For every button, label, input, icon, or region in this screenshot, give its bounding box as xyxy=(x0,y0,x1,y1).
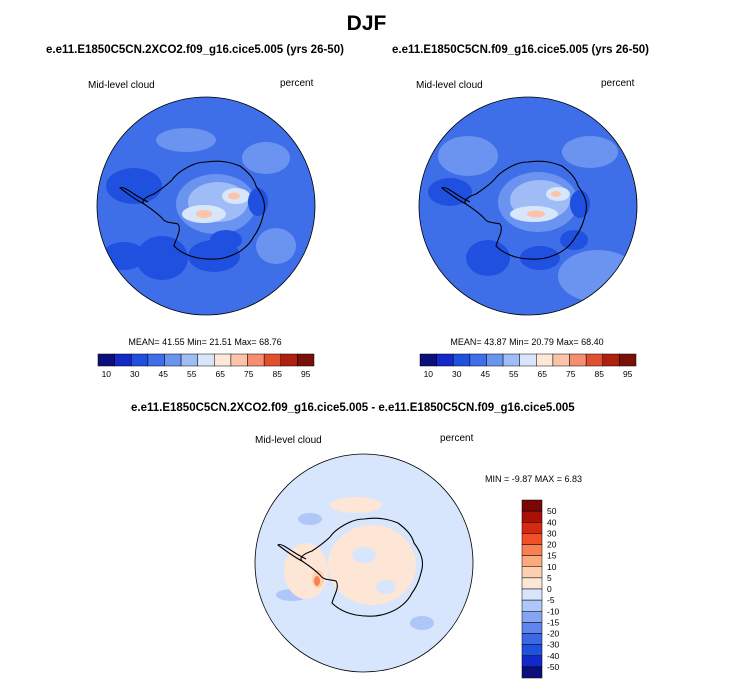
panel3-colorbar-swatch xyxy=(521,633,543,645)
panel2-colorbar-swatch xyxy=(502,353,520,367)
panel3-colorbar-tick-label: -30 xyxy=(547,640,560,650)
panel2-title: e.e11.E1850C5CN.f09_g16.cice5.005 (yrs 2… xyxy=(392,44,650,56)
panel3-colorbar-swatch xyxy=(521,555,543,567)
panel2-colorbar-tick-label: 10 xyxy=(424,369,434,379)
panel2-map xyxy=(418,96,638,316)
panel1-colorbar-tick-label: 30 xyxy=(130,369,140,379)
panel1-colorbar-swatch xyxy=(247,353,265,367)
panel1-colorbar-swatch xyxy=(164,353,182,367)
panel3-colorbar-tick-label: -10 xyxy=(547,606,560,616)
panel3-colorbar-swatch xyxy=(521,599,543,612)
panel3-colorbar-tick-label: 40 xyxy=(547,517,557,527)
panel2-colorbar-swatch xyxy=(436,353,454,367)
panel1-map-border xyxy=(96,96,316,316)
panel1-colorbar-swatch xyxy=(97,353,115,367)
panel1-colorbar-tick-label: 65 xyxy=(216,369,226,379)
panel2-colorbar-tick-label: 75 xyxy=(566,369,576,379)
panel3-colorbar-tick-label: 10 xyxy=(547,562,557,572)
panel2-colorbar-tick-label: 85 xyxy=(594,369,604,379)
panel3-colorbar-tick-label: -40 xyxy=(547,651,560,661)
panel2-field-contours xyxy=(428,136,637,302)
season-title: DJF xyxy=(346,12,387,35)
panel3-colorbar-tick-label: 0 xyxy=(547,584,552,594)
panel3-colorbar-tick-label: 20 xyxy=(547,540,557,550)
panel1-colorbar-swatch xyxy=(214,353,232,367)
panel3-map-border xyxy=(254,453,474,673)
panel3-colorbar-swatch xyxy=(521,522,543,534)
panel2-colorbar-swatch xyxy=(452,353,471,367)
panel3-colorbar-swatch xyxy=(521,499,543,512)
panel2-colorbar-swatch xyxy=(619,353,637,367)
panel2-variable-label: Mid-level cloud xyxy=(416,80,483,91)
panel3-colorbar-swatch xyxy=(521,577,543,590)
panel2-colorbar-tick-label: 30 xyxy=(452,369,462,379)
panel3-colorbar-swatch xyxy=(521,533,543,545)
panel1-colorbar-swatch xyxy=(297,353,315,367)
panel3-colorbar-tick-label: 5 xyxy=(547,573,552,583)
panel3-colorbar-tick-label: -5 xyxy=(547,595,555,605)
panel3-colorbar-swatch xyxy=(521,544,543,556)
panel1-colorbar-swatch xyxy=(230,353,248,367)
panel3-colorbar-swatch xyxy=(521,588,543,601)
panel3-colorbar-swatch xyxy=(521,510,543,523)
panel1-variable-label: Mid-level cloud xyxy=(88,80,155,91)
panel2-colorbar-swatch xyxy=(469,353,487,367)
panel2-map-border xyxy=(418,96,638,316)
panel2-colorbar-tick-label: 55 xyxy=(509,369,519,379)
panel2-units-label: percent xyxy=(601,78,635,89)
panel1-colorbar: 10 30 45 55 65 75 85 95 xyxy=(97,353,315,379)
panel2-colorbar-swatch xyxy=(419,353,437,367)
panel3-stats: MIN = -9.87 MAX = 6.83 xyxy=(485,474,582,484)
panel1-colorbar-swatch xyxy=(114,353,132,367)
panel2-colorbar: 10 30 45 55 65 75 85 95 xyxy=(419,353,637,379)
panel1-stats: MEAN= 41.55 Min= 21.51 Max= 68.76 xyxy=(128,337,281,347)
panel1-colorbar-swatch xyxy=(197,353,215,367)
panel2-colorbar-swatch xyxy=(486,353,504,367)
panel3-colorbar-tick-label: 30 xyxy=(547,528,557,538)
panel1-title: e.e11.E1850C5CN.2XCO2.f09_g16.cice5.005 … xyxy=(46,44,344,56)
panel1-colorbar-tick-label: 75 xyxy=(244,369,254,379)
panel1-colorbar-tick-label: 95 xyxy=(301,369,311,379)
panel3-title: e.e11.E1850C5CN.2XCO2.f09_g16.cice5.005 … xyxy=(131,402,575,414)
panel1-units-label: percent xyxy=(280,78,314,89)
panel3-colorbar-tick-label: 15 xyxy=(547,551,557,561)
panel3-colorbar-tick-label: -50 xyxy=(547,662,560,672)
panel2-colorbar-swatch xyxy=(519,353,537,367)
panel1-field-contours xyxy=(102,128,296,280)
panel2-colorbar-swatch xyxy=(536,353,554,367)
panel1-colorbar-tick-label: 55 xyxy=(187,369,197,379)
panel1-colorbar-tick-label: 10 xyxy=(102,369,112,379)
panel2-colorbar-swatch xyxy=(552,353,570,367)
panel3-colorbar-swatch xyxy=(521,566,543,579)
panel1-colorbar-swatch xyxy=(263,353,282,367)
panel3-colorbar-swatch xyxy=(521,622,543,634)
panel3-colorbar-swatch xyxy=(521,666,543,679)
panel1-colorbar-swatch xyxy=(280,353,298,367)
panel3-colorbar-swatch xyxy=(521,655,543,668)
panel1-colorbar-tick-label: 45 xyxy=(159,369,169,379)
panel2-colorbar-swatch xyxy=(569,353,587,367)
panel2-colorbar-swatch xyxy=(585,353,604,367)
panel3-colorbar-swatch xyxy=(521,611,543,623)
panel3-colorbar-tick-label: -15 xyxy=(547,617,560,627)
panel1-colorbar-swatch xyxy=(147,353,165,367)
panel1-map xyxy=(96,96,316,316)
panel1-colorbar-tick-label: 85 xyxy=(272,369,282,379)
panel3-colorbar-swatch xyxy=(521,644,543,656)
panel2-colorbar-tick-label: 65 xyxy=(538,369,548,379)
panel2-stats: MEAN= 43.87 Min= 20.79 Max= 68.40 xyxy=(450,337,603,347)
panel3-units-label: percent xyxy=(440,433,474,444)
panel2-colorbar-swatch xyxy=(602,353,620,367)
panel3-variable-label: Mid-level cloud xyxy=(255,435,322,446)
panel3-map xyxy=(254,453,474,673)
panel2-colorbar-tick-label: 95 xyxy=(623,369,633,379)
panel1-colorbar-swatch xyxy=(130,353,149,367)
panel1-colorbar-swatch xyxy=(180,353,198,367)
panel3-colorbar-tick-label: 50 xyxy=(547,506,557,516)
panel3-field-contours xyxy=(276,497,434,630)
panel2-colorbar-tick-label: 45 xyxy=(481,369,491,379)
panel3-colorbar-tick-label: -20 xyxy=(547,629,560,639)
